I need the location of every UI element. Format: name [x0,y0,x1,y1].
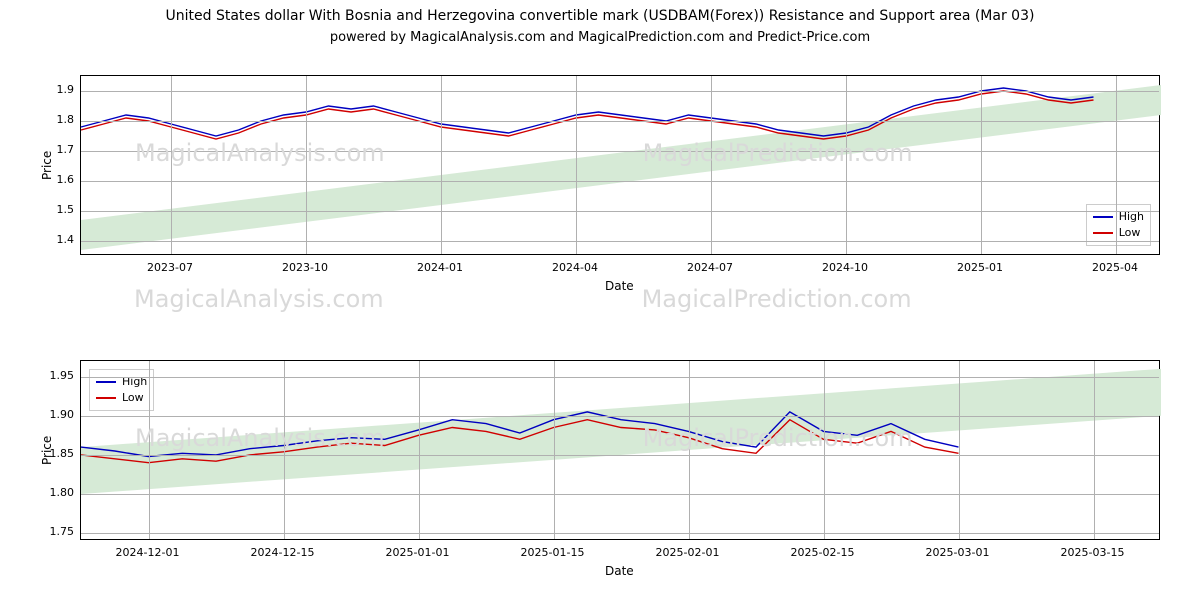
xtick-label: 2024-07 [687,261,733,274]
gridline-v [959,361,960,539]
xtick-label: 2023-07 [147,261,193,274]
ytick-label: 1.95 [50,369,75,382]
legend-label-low: Low [122,390,144,406]
gridline-h [81,533,1159,534]
xtick-label: 2023-10 [282,261,328,274]
watermark: MagicalAnalysis.com [134,285,384,313]
xtick-label: 2024-12-15 [251,546,315,559]
legend-item-low: Low [1093,225,1144,241]
xtick-label: 2024-12-01 [116,546,180,559]
series-high [81,88,1094,136]
ytick-label: 1.4 [57,233,75,246]
gridline-h [81,455,1159,456]
watermark: MagicalPrediction.com [642,285,912,313]
gridline-v [576,76,577,254]
ytick-label: 1.85 [50,447,75,460]
legend-swatch-high [1093,216,1113,218]
gridline-h [81,121,1159,122]
legend-swatch-low [96,397,116,399]
watermark: MagicalPrediction.com [643,139,913,167]
gridline-v [419,361,420,539]
figure: United States dollar With Bosnia and Her… [0,0,1200,600]
ytick-label: 1.80 [50,486,75,499]
ytick-label: 1.8 [57,113,75,126]
watermark: MagicalAnalysis.com [135,424,385,452]
xtick-label: 2025-04 [1092,261,1138,274]
xtick-label: 2025-01 [957,261,1003,274]
xlabel-top: Date [605,279,634,293]
gridline-h [81,241,1159,242]
xtick-label: 2025-03-01 [926,546,990,559]
gridline-h [81,91,1159,92]
xtick-label: 2024-10 [822,261,868,274]
chart-title: United States dollar With Bosnia and Her… [0,8,1200,24]
legend-label-low: Low [1119,225,1141,241]
watermark: MagicalPrediction.com [643,424,913,452]
ytick-label: 1.75 [50,525,75,538]
xtick-label: 2025-01-01 [386,546,450,559]
gridline-v [1094,361,1095,539]
chart-subtitle: powered by MagicalAnalysis.com and Magic… [0,30,1200,45]
ytick-label: 1.6 [57,173,75,186]
gridline-v [1116,76,1117,254]
gridline-h [81,211,1159,212]
legend-bottom: High Low [89,369,154,411]
ylabel-top: Price [40,151,54,180]
xlabel-bottom: Date [605,564,634,578]
xtick-label: 2025-03-15 [1061,546,1125,559]
gridline-v [554,361,555,539]
ytick-label: 1.5 [57,203,75,216]
gridline-h [81,181,1159,182]
bottom-chart-panel: High Low MagicalAnalysis.com MagicalPredi… [80,360,1160,540]
ytick-label: 1.7 [57,143,75,156]
gridline-v [441,76,442,254]
xtick-label: 2025-01-15 [521,546,585,559]
gridline-h [81,416,1159,417]
xtick-label: 2024-04 [552,261,598,274]
ytick-label: 1.90 [50,408,75,421]
legend-swatch-high [96,381,116,383]
gridline-h [81,377,1159,378]
xtick-label: 2025-02-15 [791,546,855,559]
ytick-label: 1.9 [57,83,75,96]
legend-swatch-low [1093,232,1113,234]
xtick-label: 2025-02-01 [656,546,720,559]
watermark: MagicalAnalysis.com [135,139,385,167]
top-chart-panel: High Low MagicalAnalysis.comMagicalPredi… [80,75,1160,255]
xtick-label: 2024-01 [417,261,463,274]
legend-item-low: Low [96,390,147,406]
gridline-v [981,76,982,254]
gridline-h [81,494,1159,495]
